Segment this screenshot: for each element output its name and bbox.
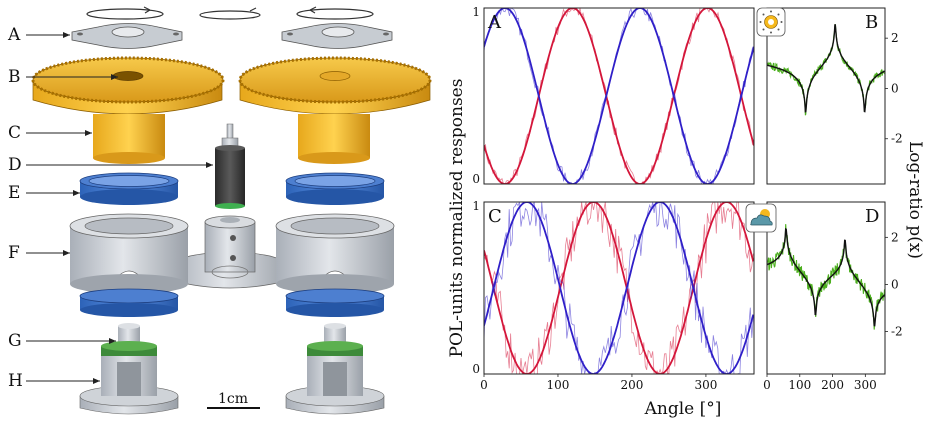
ylabel-left: POL-units normalized responses [447,79,467,358]
series-blue-measured-C [484,202,754,374]
series-black-model-B [767,24,885,113]
part-a-clamp-right [281,23,393,49]
part-label-d: D [8,155,22,175]
part-g-sensor-left [101,323,157,356]
xtick-label-C: 300 [694,378,717,392]
part-e-bearing-right [285,172,385,205]
part-label-f: F [8,243,20,263]
xtick-label-C: 200 [620,378,643,392]
xtick-label-D: 100 [788,378,811,392]
panel-letter-A: A [487,12,502,33]
part-b-gear-right [238,56,432,115]
part-c-cylinder-right [298,114,370,164]
xtick-label-D: 200 [821,378,844,392]
series-red-fit-A [484,8,754,184]
panel-d: D2 0 -2 0 100 200 300 [763,201,903,392]
xtick-label-D: 0 [763,378,771,392]
series-green-measured-B [767,24,885,116]
axes-frame-B [766,7,886,185]
ylabel-right: Log-ratio p(x) [905,141,925,259]
ytick-label-D: 2 [891,230,899,244]
part-g-sensor-right [307,323,363,356]
cloud-sun-icon [745,203,777,233]
part-e-lower-bearing-left [79,288,179,317]
part-c-cylinder-left [93,114,165,164]
axes-frame-A [483,7,755,185]
part-a-clamp-left [71,23,183,49]
part-b-gear-left [31,56,225,115]
part-label-b: B [8,67,21,87]
scale-bar-label: 1cm [218,391,248,407]
series-black-model-D [767,227,885,327]
panel-letter-D: D [865,206,879,227]
part-h-base-left [79,356,179,415]
xlabel: Angle [°] [644,399,722,419]
series-blue-fit-A [484,8,754,184]
part-label-g: G [8,331,22,351]
part-labels: A B C D E F G H [7,25,213,391]
ytick-label-B: 0 [891,81,899,95]
ytick-label-D: -2 [891,325,903,339]
scale-bar: 1cm [207,391,260,409]
panel-a: A 0 1 [472,5,755,186]
ytick-label-A: 0 [472,172,480,186]
assembly-drawing: 1cm A B C D E F G H [7,6,432,415]
axes-frame-D [766,201,886,375]
part-e-lower-bearing-right [285,288,385,317]
sun-icon [756,7,786,37]
panel-letter-C: C [488,206,502,227]
part-f-housing [69,213,395,294]
part-e-bearing-left [79,172,179,205]
series-red-measured-C [484,202,754,374]
panel-letter-B: B [865,12,878,33]
ytick-label-B: 2 [891,31,899,45]
xtick-label-C: 0 [480,378,488,392]
part-label-c: C [8,123,21,143]
part-label-a: A [7,25,21,45]
series-red-measured-A [484,8,754,184]
ytick-label-B: -2 [891,132,903,146]
rotation-arrows [86,6,374,20]
ytick-label-C: 0 [472,362,480,376]
series-red-fit-C [484,202,754,374]
ytick-label-C: 1 [472,199,480,213]
ytick-label-D: 0 [891,277,899,291]
part-h-base-right [285,356,385,415]
panel-b: B2 0 -2 [766,7,903,185]
part-label-e: E [8,183,20,203]
part-label-h: H [8,371,23,391]
part-d-motor [215,123,245,209]
xtick-label-C: 100 [547,378,570,392]
axes-frame-C [483,201,755,375]
panel-c: C 0 1 0 100 200 300 [472,199,755,392]
series-blue-measured-A [484,8,754,184]
xtick-label-D: 300 [854,378,877,392]
ytick-label-A: 1 [472,5,480,19]
plots: POL-units normalized responses Log-ratio… [447,5,925,419]
series-blue-fit-C [484,202,754,374]
